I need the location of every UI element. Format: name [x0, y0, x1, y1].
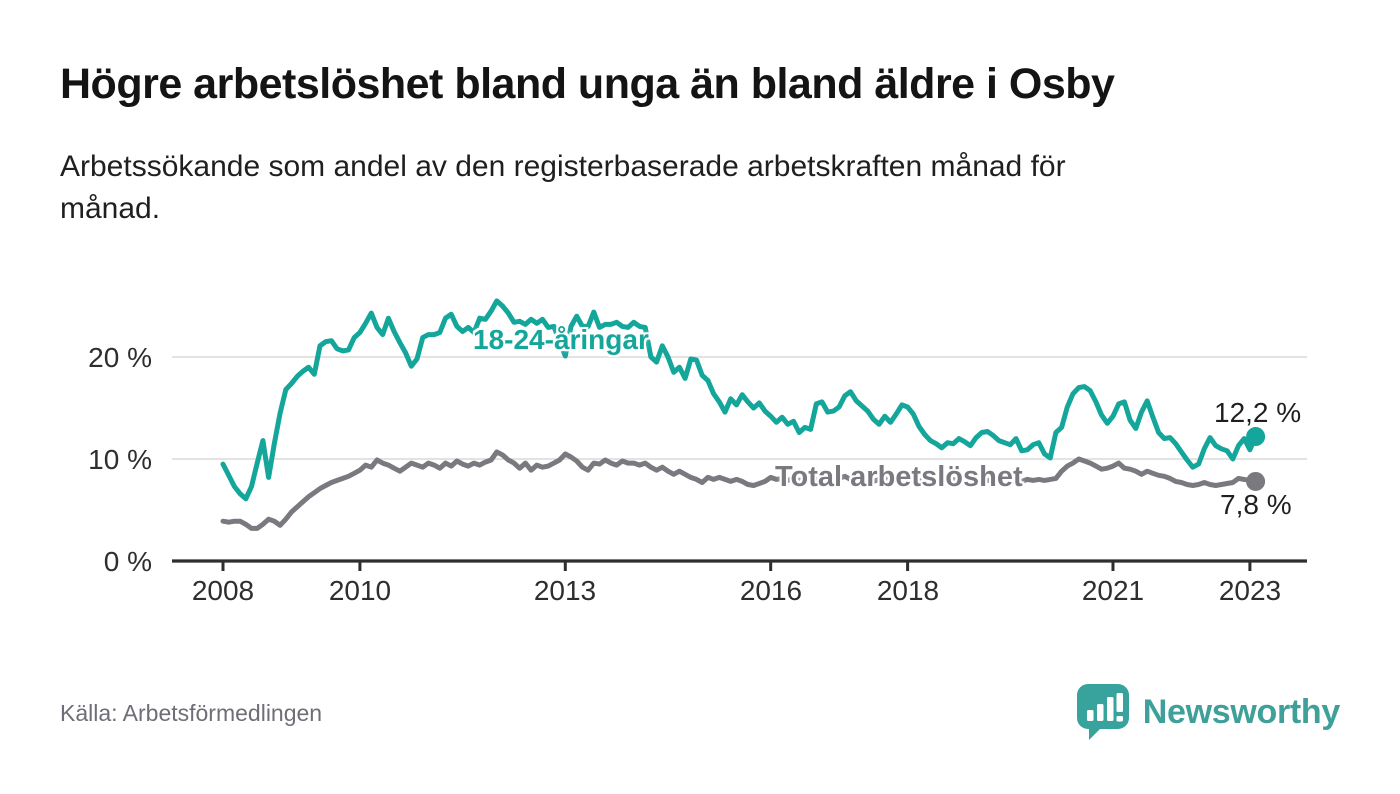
series-label-young: 18-24-åringar: [473, 324, 649, 355]
chart-subtitle-line2: månad.: [60, 192, 161, 225]
end-value-young: 12,2 %: [1214, 397, 1302, 428]
chart-subtitle-line1: Arbetssökande som andel av den registerb…: [60, 150, 1066, 183]
x-axis-label-2008: 2008: [191, 575, 255, 606]
newsworthy-wordmark: Newsworthy: [1142, 692, 1341, 731]
end-dot-young: [1246, 427, 1266, 447]
newsworthy-speech-bubble-chart-icon: [1076, 683, 1130, 741]
end-dot-total: [1246, 471, 1266, 491]
series-label-total: Total arbetslöshet: [775, 461, 1023, 493]
source-credit: Källa: Arbetsförmedlingen: [60, 700, 323, 726]
y-axis-label-10: 10 %: [88, 444, 152, 475]
x-axis-label-2010: 2010: [328, 575, 392, 606]
x-axis-label-2023: 2023: [1218, 575, 1282, 606]
y-axis-label-20: 20 %: [88, 342, 152, 373]
chart-subtitle: Arbetssökande som andel av den registerb…: [60, 146, 1340, 230]
x-axis-label-2016: 2016: [739, 575, 803, 606]
end-value-total: 7,8 %: [1220, 489, 1292, 520]
chart-title: Högre arbetslöshet bland unga än bland ä…: [60, 60, 1115, 108]
y-axis-label-0: 0 %: [103, 546, 152, 577]
x-axis-label-2018: 2018: [876, 575, 940, 606]
x-axis-label-2021: 2021: [1081, 575, 1145, 606]
newsworthy-logo: Newsworthy: [1076, 682, 1340, 742]
series-line-young: [220, 298, 1259, 502]
x-axis-label-2013: 2013: [533, 575, 597, 606]
series-line-total: [220, 449, 1259, 531]
